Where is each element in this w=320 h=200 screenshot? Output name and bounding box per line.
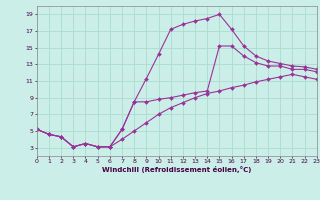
X-axis label: Windchill (Refroidissement éolien,°C): Windchill (Refroidissement éolien,°C)	[102, 166, 252, 173]
